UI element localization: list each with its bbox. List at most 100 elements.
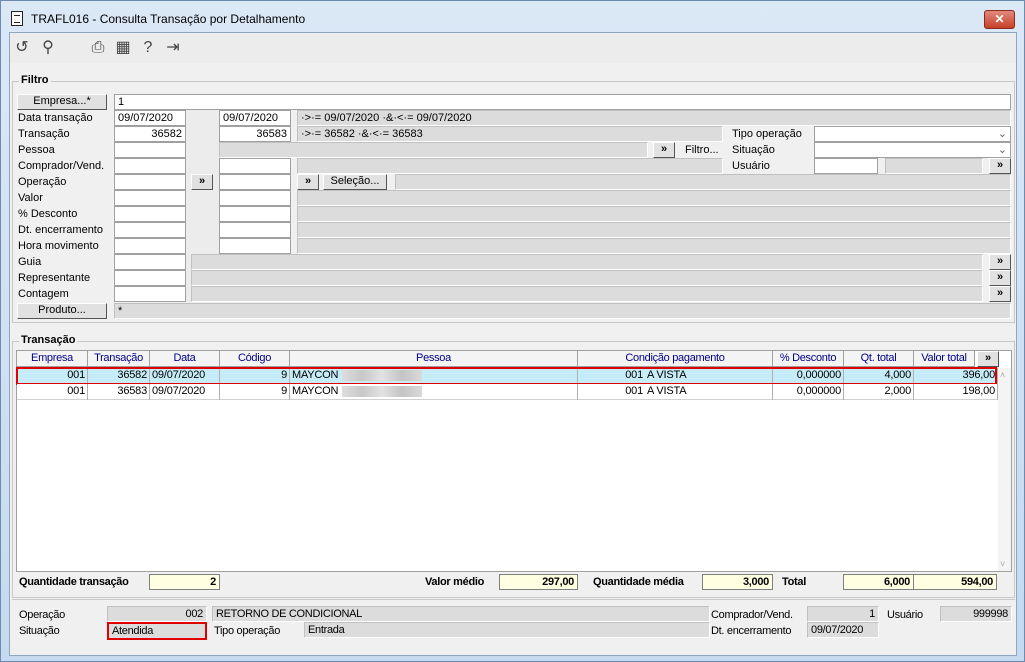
hora-from-input[interactable]	[114, 238, 186, 254]
transacao-title: Transação	[19, 334, 78, 346]
col-condicao[interactable]: Condição pagamento	[578, 351, 773, 367]
search-icon[interactable]: ⚲	[42, 39, 54, 56]
transacao-to-input[interactable]: 36583	[219, 126, 291, 142]
encerramento-from-input[interactable]	[114, 222, 186, 238]
operacao-to-input[interactable]	[219, 174, 291, 190]
operacao-more-button[interactable]: »	[297, 174, 319, 190]
col-desconto[interactable]: % Desconto	[773, 351, 844, 367]
transacao-from-input[interactable]: 36582	[114, 126, 186, 142]
qtd-media-value: 3,000	[702, 574, 773, 590]
redacted-name	[342, 369, 423, 381]
cell-pessoa: MAYCON	[290, 384, 578, 400]
guia-more-button[interactable]: »	[989, 254, 1011, 270]
exit-icon[interactable]: ⇥	[166, 39, 180, 56]
label-usuario: Usuário	[732, 160, 770, 172]
cell-codigo: 9	[220, 384, 290, 400]
representante-more-button[interactable]: »	[989, 270, 1011, 286]
contagem-input[interactable]	[114, 286, 186, 302]
col-pessoa[interactable]: Pessoa	[290, 351, 578, 367]
label-operacao-detail: Operação	[19, 609, 65, 621]
label-situacao: Situação	[732, 144, 775, 156]
encerramento-to-input[interactable]	[219, 222, 291, 238]
col-codigo[interactable]: Código	[220, 351, 290, 367]
usuario-more-button[interactable]: »	[989, 158, 1011, 174]
pessoa-input[interactable]	[114, 142, 186, 158]
selecao-button[interactable]: Seleção...	[323, 174, 387, 190]
columns-more-button[interactable]: »	[977, 351, 999, 367]
help-icon[interactable]: ?	[143, 39, 153, 56]
col-valor-total[interactable]: Valor total	[914, 351, 975, 367]
col-transacao[interactable]: Transação	[88, 351, 150, 367]
label-encerramento-detail: Dt. encerramento	[711, 625, 792, 637]
situacao-select[interactable]: ⌄	[814, 142, 1011, 158]
filtro-button[interactable]: Filtro...	[685, 144, 719, 156]
cell-text: 4,000	[884, 369, 911, 381]
operacao-range-button[interactable]: »	[191, 174, 213, 190]
pessoa-description	[219, 142, 648, 158]
cell-text: MAYCON	[292, 385, 339, 397]
label-contagem: Contagem	[18, 288, 69, 300]
representante-input[interactable]	[114, 270, 186, 286]
cell-pessoa: MAYCON	[290, 368, 578, 384]
table-row[interactable]: 001 36582 09/07/2020 9 MAYCON 001 A VISTA 0,000…	[16, 367, 998, 385]
data-from-input[interactable]: 09/07/2020	[114, 110, 186, 126]
close-button[interactable]: ✕	[984, 10, 1015, 29]
label-desconto: % Desconto	[18, 208, 78, 220]
data-to-input[interactable]: 09/07/2020	[219, 110, 291, 126]
cell-text: A VISTA	[647, 385, 687, 397]
valor-from-input[interactable]	[114, 190, 186, 206]
filtro-group: Filtro	[12, 74, 1015, 323]
hora-to-input[interactable]	[219, 238, 291, 254]
valor-to-input[interactable]	[219, 190, 291, 206]
desconto-to-input[interactable]	[219, 206, 291, 222]
cell-text: 09/07/2020	[152, 369, 206, 381]
vertical-scrollbar[interactable]: ˄ ˅	[998, 368, 1011, 571]
valor-expression	[297, 190, 1011, 206]
encerramento-value: 09/07/2020	[807, 622, 879, 638]
usuario-input[interactable]	[814, 158, 878, 174]
chevron-down-icon: ⌄	[997, 144, 1007, 156]
situacao-value: Atendida	[107, 622, 207, 640]
operacao-from-input[interactable]	[114, 174, 186, 190]
encerramento-expression	[297, 222, 1011, 238]
label-qtd-transacao: Quantidade transação	[19, 576, 129, 588]
pessoa-more-button[interactable]: »	[653, 142, 675, 158]
cell-text: 396,00	[962, 369, 996, 381]
valor-medio-value: 297,00	[499, 574, 578, 590]
guia-description	[191, 254, 983, 270]
label-tipo-detail: Tipo operação	[214, 625, 281, 637]
cell-text: 9	[281, 385, 287, 397]
produto-button[interactable]: Produto...	[17, 303, 107, 319]
window-title: TRAFL016 - Consulta Transação por Detalh…	[31, 12, 306, 26]
cell-qt: 2,000	[844, 384, 914, 400]
label-pessoa: Pessoa	[18, 144, 55, 156]
col-data[interactable]: Data	[150, 351, 220, 367]
cell-cond: A VISTA	[645, 384, 773, 400]
toolbar: ↺ ⚲ ⎙ ▦ ? ⇥	[10, 33, 1016, 63]
print-icon[interactable]: ⎙	[91, 39, 105, 56]
comprador-from-input[interactable]	[114, 158, 186, 174]
calendar-icon[interactable]: ▦	[115, 39, 131, 56]
comprador-to-input[interactable]	[219, 158, 291, 174]
empresa-button[interactable]: Empresa...*	[17, 94, 107, 110]
cell-text: 001	[67, 385, 85, 397]
table-row[interactable]: 001 36583 09/07/2020 9 MAYCON 001 A VISTA 0,000…	[17, 384, 998, 400]
col-empresa[interactable]: Empresa	[17, 351, 88, 367]
selection-highlight	[16, 367, 997, 385]
contagem-more-button[interactable]: »	[989, 286, 1011, 302]
col-qt-total[interactable]: Qt. total	[844, 351, 914, 367]
tipo-operacao-select[interactable]: ⌄	[814, 126, 1011, 142]
empresa-input[interactable]: 1	[114, 94, 1011, 110]
cell-qt: 4,000	[844, 368, 914, 384]
scroll-down-icon[interactable]: ˅	[1000, 559, 1006, 569]
undo-icon[interactable]: ↺	[15, 39, 29, 56]
cell-text: A VISTA	[647, 369, 687, 381]
cell-text: 9	[281, 369, 287, 381]
scroll-up-icon[interactable]: ˄	[1000, 370, 1006, 380]
cell-text: 0,000000	[796, 369, 841, 381]
total-qt-value: 6,000	[843, 574, 914, 590]
comprador-value: 1	[807, 606, 879, 622]
desconto-from-input[interactable]	[114, 206, 186, 222]
guia-input[interactable]	[114, 254, 186, 270]
